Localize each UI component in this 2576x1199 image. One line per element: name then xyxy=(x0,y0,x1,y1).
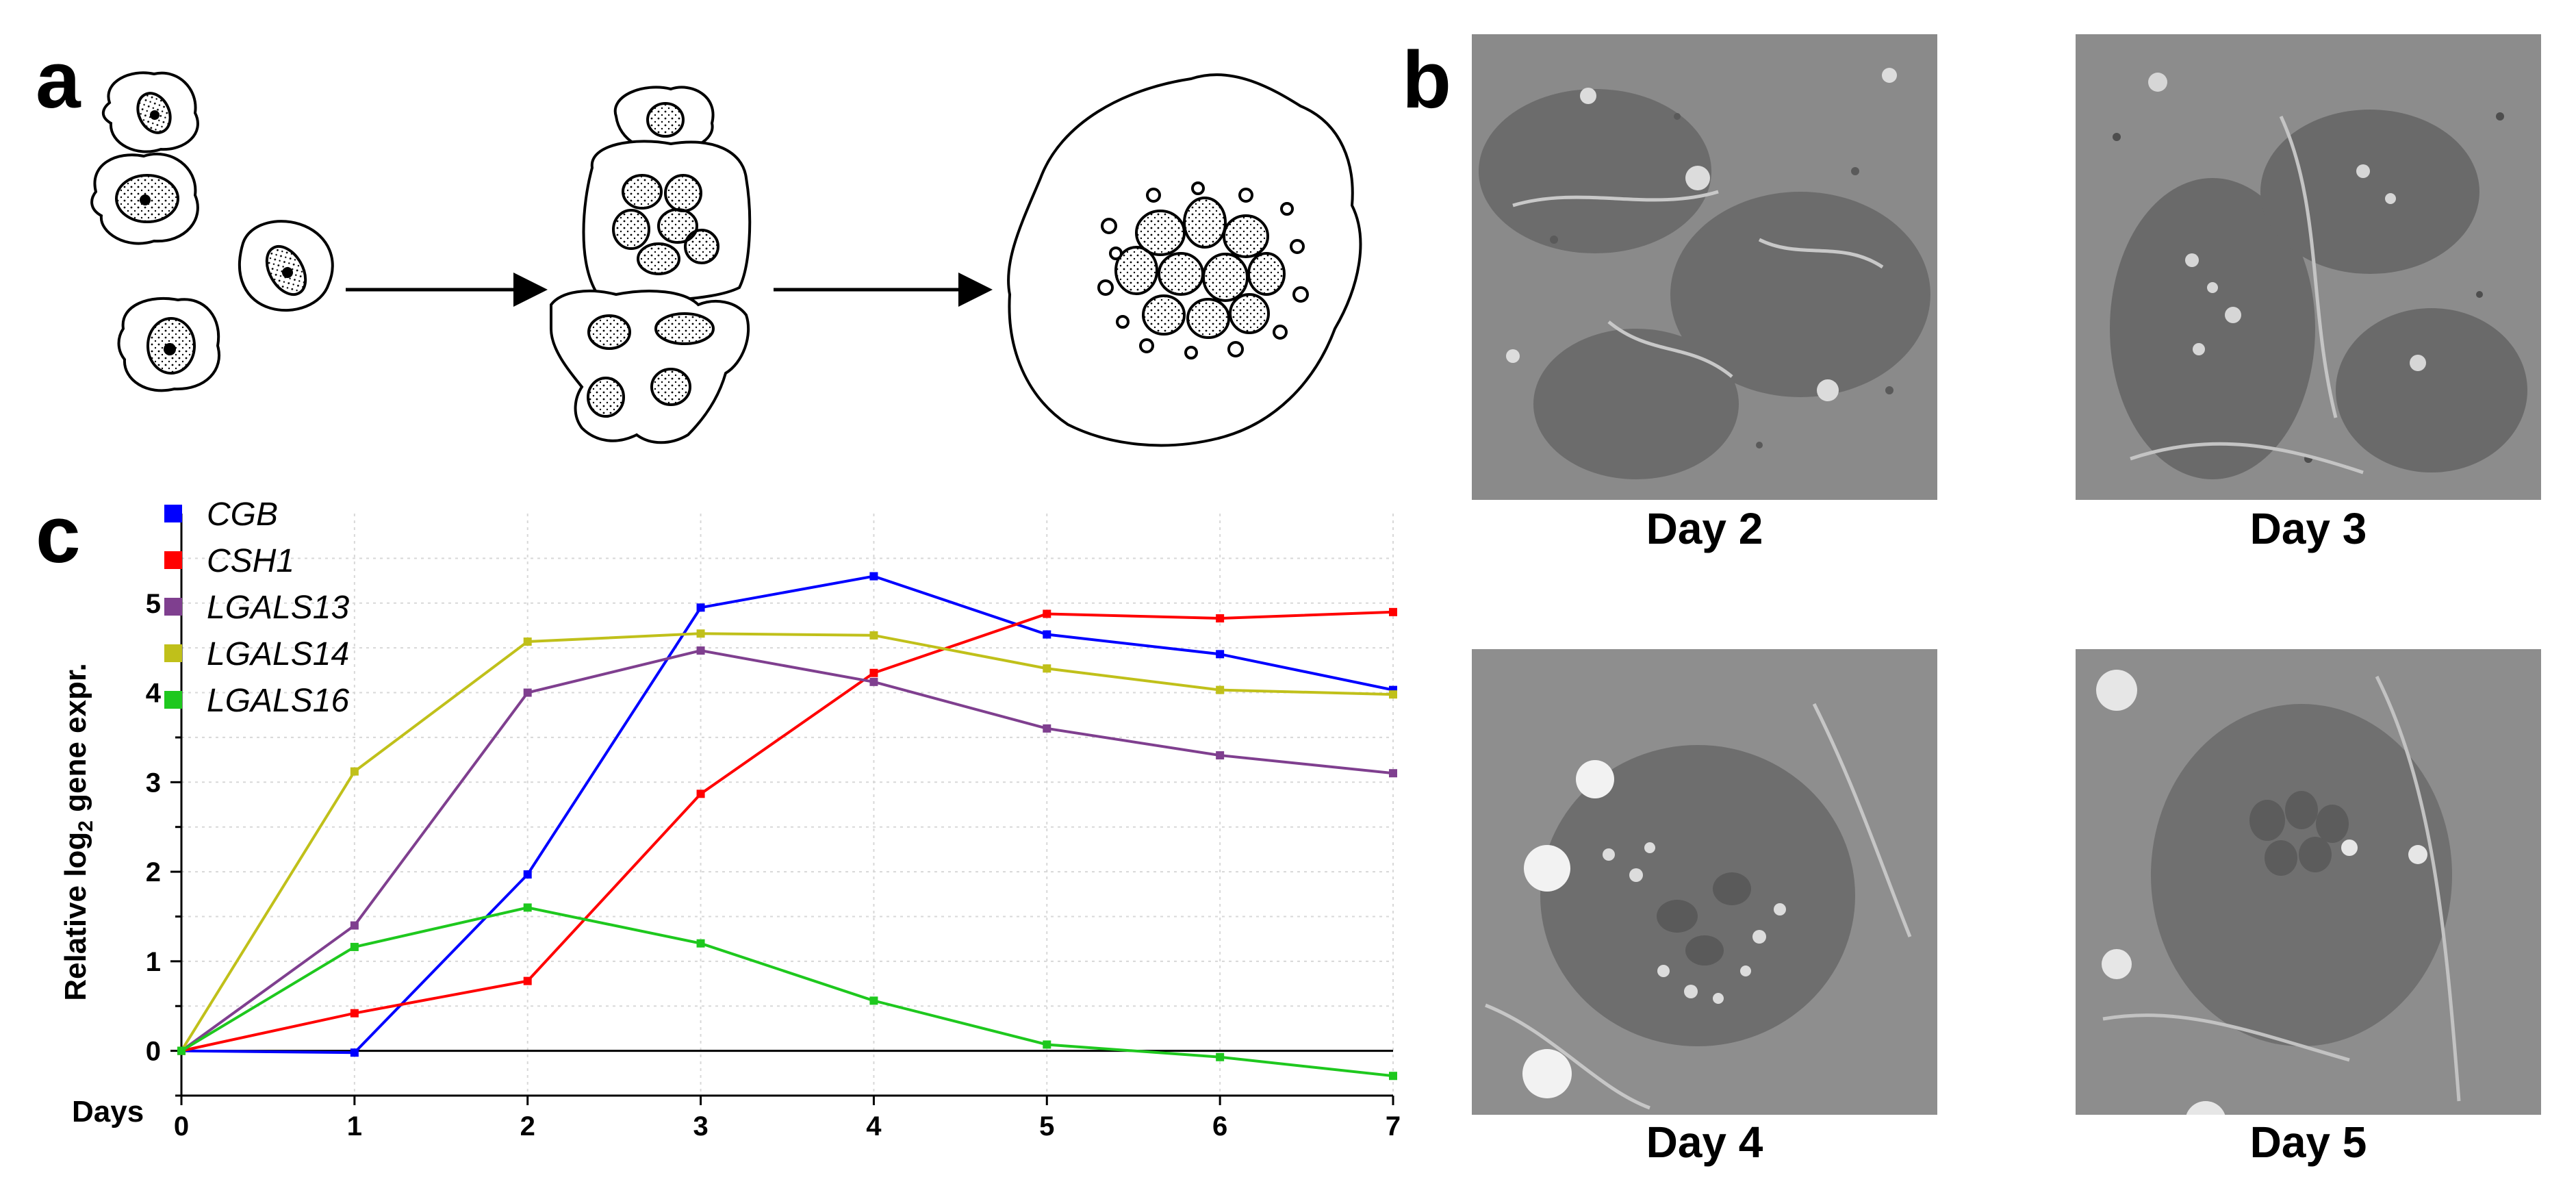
data-point-lgals14 xyxy=(1389,690,1397,699)
y-axis-title: Relative log2 gene expr. xyxy=(59,663,97,1001)
data-point-csh1 xyxy=(869,668,878,677)
y-axis-title-main: Relative log xyxy=(59,832,92,1001)
legend-label-lgals13: LGALS13 xyxy=(207,590,349,626)
data-point-lgals16 xyxy=(869,996,878,1005)
y-tick-label: 1 xyxy=(146,947,161,977)
data-point-csh1 xyxy=(1389,607,1397,616)
data-point-cgb xyxy=(1216,650,1225,659)
series-lgals13 xyxy=(177,646,1397,1055)
data-point-lgals14 xyxy=(1216,685,1225,694)
y-tick-label: 0 xyxy=(146,1037,161,1067)
data-point-lgals13 xyxy=(1389,769,1397,778)
series-line-csh1 xyxy=(181,610,1394,1052)
data-point-lgals16 xyxy=(1043,1040,1051,1049)
x-axis-title: Days xyxy=(72,1095,144,1128)
data-point-lgals13 xyxy=(523,688,532,697)
data-point-cgb xyxy=(350,1048,359,1057)
y-tick-label: 4 xyxy=(146,679,162,709)
syncytiotrophoblast xyxy=(1007,73,1362,447)
data-point-lgals16 xyxy=(1216,1052,1225,1061)
panel-label-b: b xyxy=(1402,35,1452,125)
y-tick-label: 2 xyxy=(146,857,161,887)
y-axis-title-subscript: 2 xyxy=(75,820,97,832)
data-point-cgb xyxy=(1043,630,1051,639)
data-point-lgals16 xyxy=(1389,1072,1397,1081)
data-point-cgb xyxy=(869,572,878,581)
mononucleated-cell-2 xyxy=(90,152,199,245)
mononucleated-cell-4 xyxy=(117,296,220,392)
data-point-lgals16 xyxy=(177,1046,186,1055)
x-tick-label: 1 xyxy=(347,1111,362,1141)
chart-series xyxy=(177,572,1397,1081)
legend-swatch-lgals13 xyxy=(164,598,182,616)
y-tick-label: 3 xyxy=(146,768,161,798)
series-lgals16 xyxy=(177,903,1397,1081)
data-point-lgals16 xyxy=(696,939,705,948)
x-tick-label: 7 xyxy=(1386,1111,1401,1141)
cell-fusion-illustration xyxy=(90,71,1362,447)
micrograph-day-5 xyxy=(2076,649,2541,1115)
data-point-lgals14 xyxy=(523,638,532,646)
data-point-cgb xyxy=(523,870,532,879)
data-point-lgals14 xyxy=(1043,664,1051,673)
data-point-lgals13 xyxy=(1043,724,1051,733)
legend-label-cgb: CGB xyxy=(207,496,278,533)
mononucleated-cell-1 xyxy=(101,71,199,153)
data-point-lgals14 xyxy=(869,631,878,640)
axis-ticks: 0 1 2 3 4 5 6 7 0 1 2 3 4 5 xyxy=(146,557,1401,1141)
series-line-lgals14 xyxy=(180,632,1394,1052)
legend-swatch-csh1 xyxy=(164,551,182,569)
series-csh1 xyxy=(177,607,1397,1055)
data-point-csh1 xyxy=(350,1009,359,1018)
data-point-lgals13 xyxy=(696,646,705,655)
x-tick-label: 5 xyxy=(1039,1111,1054,1141)
data-point-lgals16 xyxy=(350,942,359,951)
panel-label-a: a xyxy=(36,35,81,125)
data-point-lgals13 xyxy=(350,921,359,930)
data-point-csh1 xyxy=(696,790,705,798)
x-tick-label: 4 xyxy=(866,1111,882,1141)
data-point-csh1 xyxy=(523,976,532,985)
micrograph-day-3 xyxy=(2076,34,2541,500)
data-point-csh1 xyxy=(1043,609,1051,618)
legend-label-csh1: CSH1 xyxy=(207,543,294,579)
series-line-lgals13 xyxy=(180,649,1394,1052)
legend-swatch-cgb xyxy=(164,505,182,522)
micrograph-day-2 xyxy=(1472,34,1937,500)
caption-day-5: Day 5 xyxy=(2249,1118,2367,1167)
data-point-lgals16 xyxy=(523,903,532,912)
series-line-cgb xyxy=(181,575,1394,1055)
caption-day-4: Day 4 xyxy=(1646,1118,1763,1167)
data-point-cgb xyxy=(696,603,705,612)
caption-day-2: Day 2 xyxy=(1646,504,1763,553)
legend-label-lgals16: LGALS16 xyxy=(207,683,349,719)
x-tick-label: 2 xyxy=(520,1111,535,1141)
series-line-lgals16 xyxy=(180,906,1394,1078)
x-tick-label: 3 xyxy=(693,1111,708,1141)
data-point-lgals14 xyxy=(696,629,705,638)
data-point-lgals13 xyxy=(1216,751,1225,760)
x-tick-label: 0 xyxy=(174,1111,189,1141)
panel-label-c: c xyxy=(36,490,81,580)
chart-grid xyxy=(181,514,1394,1096)
series-cgb xyxy=(177,572,1397,1057)
y-tick-label: 5 xyxy=(146,589,161,619)
chart-legend: CGB CSH1 LGALS13 LGALS14 LGALS16 xyxy=(164,496,349,719)
data-point-lgals14 xyxy=(350,767,359,776)
caption-day-3: Day 3 xyxy=(2249,504,2367,553)
y-axis-title-tail: gene expr. xyxy=(59,663,92,820)
data-point-csh1 xyxy=(1216,614,1225,622)
legend-label-lgals14: LGALS14 xyxy=(207,636,349,672)
mononucleated-cell-3 xyxy=(238,220,334,312)
legend-swatch-lgals14 xyxy=(164,644,182,662)
x-tick-label: 6 xyxy=(1212,1111,1227,1141)
micrograph-day-4 xyxy=(1472,649,1937,1115)
aggregating-cells xyxy=(550,86,752,444)
legend-swatch-lgals16 xyxy=(164,691,182,709)
data-point-lgals13 xyxy=(869,677,878,686)
